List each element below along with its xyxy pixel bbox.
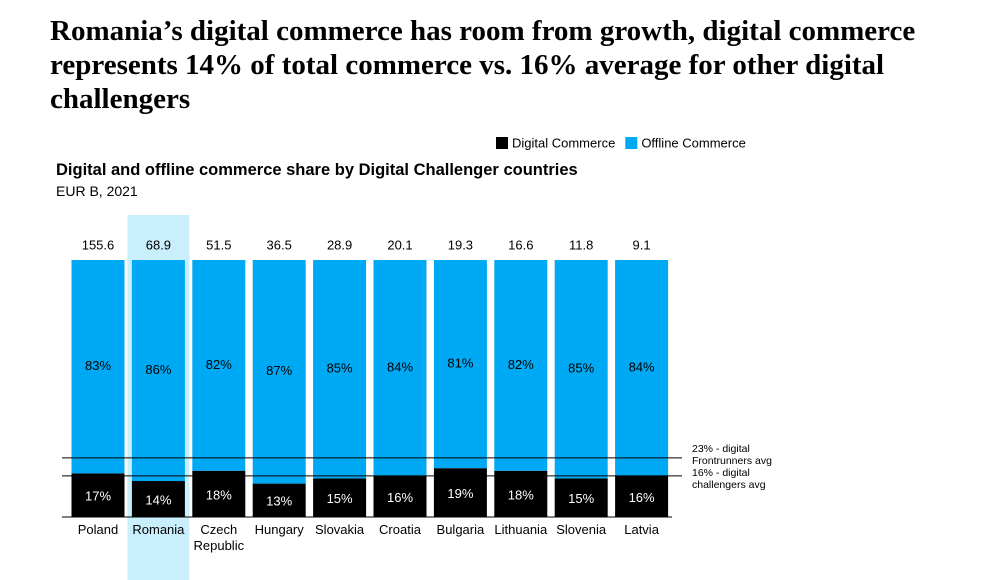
data-label: 87% [266, 363, 292, 378]
bar-segment [131, 481, 185, 517]
bar-segment [554, 478, 608, 517]
bar-segment [192, 260, 246, 471]
data-label: 19% [447, 486, 473, 501]
x-tick-label: Lithuania [494, 522, 548, 537]
data-label: 81% [447, 356, 473, 371]
bar-segment [71, 260, 125, 474]
total-label: 36.5 [267, 237, 292, 252]
bar-segment [373, 260, 427, 476]
data-label: 86% [145, 362, 171, 377]
x-tick-label: Slovenia [556, 522, 607, 537]
unit-note: EUR B, 2021 [56, 183, 138, 199]
legend-swatch [625, 137, 638, 149]
data-label: 85% [327, 361, 353, 376]
data-label: 83% [85, 358, 111, 373]
bar-segment [615, 260, 669, 476]
legend-swatch [496, 137, 508, 149]
total-label: 20.1 [387, 237, 412, 252]
x-tick-label: Czech Republic [193, 522, 245, 553]
total-label: 9.1 [633, 237, 651, 252]
data-label: 85% [568, 361, 594, 376]
bar-segment [252, 260, 306, 484]
bar-segment [313, 478, 367, 517]
data-label: 17% [85, 489, 111, 504]
x-tick-label: Slovakia [315, 522, 365, 537]
x-tick-label: Croatia [379, 522, 421, 537]
data-label: 14% [145, 492, 171, 507]
bar-segment [554, 260, 608, 479]
data-label: 18% [206, 487, 232, 502]
data-label: 13% [266, 494, 292, 509]
x-tick-label: Bulgaria [436, 522, 485, 537]
legend-label: Offline Commerce [641, 135, 746, 150]
chart-subtitle: Digital and offline commerce share by Di… [56, 161, 578, 179]
legend-label: Digital Commerce [512, 135, 615, 150]
data-label: 16% [629, 490, 655, 505]
x-tick-label: Hungary [254, 522, 304, 537]
data-label: 15% [568, 491, 594, 506]
total-label: 68.9 [146, 237, 171, 252]
data-label: 18% [508, 487, 534, 502]
bar-segment [494, 470, 548, 517]
bar-segment [192, 470, 246, 517]
total-label: 28.9 [327, 237, 352, 252]
data-label: 84% [629, 359, 655, 374]
bar-segment [313, 260, 367, 479]
bar-segment [71, 473, 125, 517]
bar-segment [131, 260, 185, 482]
bar-segment [494, 260, 548, 471]
total-label: 16.6 [508, 237, 533, 252]
reference-label: 23% - digital Frontrunners avg [692, 443, 772, 467]
x-tick-label: Poland [77, 522, 119, 537]
x-tick-label: Latvia [624, 522, 659, 537]
total-label: 51.5 [206, 237, 231, 252]
total-label: 11.8 [569, 237, 593, 252]
total-label: 19.3 [448, 237, 473, 252]
data-label: 82% [508, 357, 534, 372]
data-label: 84% [387, 359, 413, 374]
bar-segment [433, 260, 487, 469]
chart-title: Romania’s digital commerce has room from… [50, 15, 916, 115]
total-label: 155.6 [82, 237, 115, 252]
x-tick-label: Romania [132, 522, 185, 537]
bar-segment [252, 483, 306, 517]
reference-label: 16% - digital challengers avg [692, 467, 766, 491]
bar-segment [373, 475, 427, 517]
data-label: 82% [206, 357, 232, 372]
bar-segment [615, 475, 669, 517]
data-label: 16% [387, 490, 413, 505]
data-label: 15% [327, 491, 353, 506]
